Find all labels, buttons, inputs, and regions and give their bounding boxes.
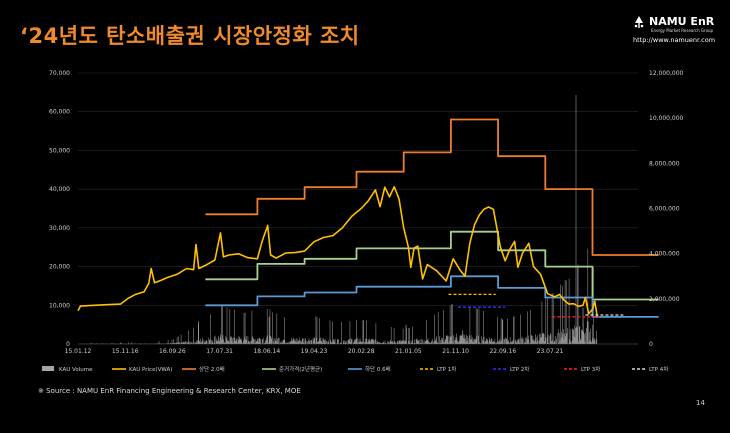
legend-label: 하단 0.6배 (365, 365, 391, 373)
legend-label: LTP 4차 (649, 365, 668, 373)
y-left-tick-label: 60,000 (49, 109, 70, 116)
legend-label: 준거가격(2년평균) (279, 365, 322, 373)
legend-item: KAU Price(VWA) (112, 367, 172, 373)
legend-label: KAU Volume (59, 367, 93, 373)
tree-icon (634, 15, 644, 28)
y-right-tick-label: 12,000,000 (649, 70, 684, 77)
legend: KAU Volume KAU Price(VWA) 상단 2.0배 준거가격(2년평균… (42, 365, 668, 373)
legend-item: KAU Volume (42, 366, 93, 373)
y-left-tick-label: 20,000 (49, 264, 70, 271)
y-right-tick-label: 2,000,000 (649, 296, 680, 303)
company-logo: NAMU EnR Energy Market Research Group ht… (633, 15, 723, 44)
grid (78, 72, 638, 345)
x-tick-label: 22.09.16 (489, 348, 516, 355)
y-left-tick-label: 10,000 (49, 302, 70, 309)
legend-item: LTP 3차 (564, 365, 600, 373)
y-right-tick-label: 8,000,000 (649, 160, 680, 167)
legend-item: LTP 2차 (493, 365, 529, 373)
series-1 (205, 118, 659, 256)
legend-item: LTP 4차 (632, 365, 668, 373)
legend-item: 상단 2.0배 (182, 365, 225, 373)
legend-label: 상단 2.0배 (199, 365, 225, 373)
y-right-tick-label: 0 (649, 341, 653, 348)
axes: 0 10,000 20,000 30,000 40,000 50,000 60,000 70,… (49, 70, 684, 355)
page-number: 14 (696, 399, 705, 407)
x-tick-label: 15.11.16 (112, 348, 139, 355)
x-tick-label: 19.04.23 (301, 348, 328, 355)
legend-label: LTP 3차 (581, 365, 600, 373)
legend-swatch (42, 366, 54, 371)
y-right-tick-label: 6,000,000 (649, 206, 680, 213)
legend-item: LTP 1차 (420, 365, 456, 373)
y-left-tick-label: 0 (66, 341, 70, 348)
x-tick-label: 21.01.05 (395, 348, 422, 355)
x-tick-label: 16.09.26 (159, 348, 186, 355)
x-tick-label: 21.11.10 (442, 348, 469, 355)
y-right-tick-label: 4,000,000 (649, 251, 680, 258)
legend-item: 준거가격(2년평균) (262, 365, 322, 373)
logo-url: http://www.namuenr.com (633, 36, 716, 44)
page-title: ‘24년도 탄소배출권 시장안정화 조치 (20, 24, 360, 48)
x-tick-label: 15.01.12 (65, 348, 92, 355)
series-lines (77, 118, 659, 318)
x-tick-label: 23.07.21 (537, 348, 564, 355)
legend-item: 하단 0.6배 (348, 365, 391, 373)
legend-label: KAU Price(VWA) (129, 367, 172, 373)
x-tick-label: 18.06.14 (253, 348, 280, 355)
logo-name: NAMU EnR (649, 15, 715, 28)
logo-subtitle: Energy Market Research Group (651, 28, 714, 33)
x-tick-label: 17.07.31 (206, 348, 233, 355)
y-left-tick-label: 30,000 (49, 225, 70, 232)
legend-label: LTP 1차 (437, 365, 456, 373)
y-left-tick-label: 40,000 (49, 186, 70, 193)
y-left-tick-label: 50,000 (49, 147, 70, 154)
y-right-tick-label: 10,000,000 (649, 115, 684, 122)
source-note: ※ Source : NAMU EnR Financing Engineerin… (38, 387, 301, 395)
y-left-tick-label: 70,000 (49, 70, 70, 77)
x-tick-label: 20.02.28 (348, 348, 375, 355)
series-2 (205, 230, 659, 301)
series-4 (77, 186, 598, 317)
legend-label: LTP 2차 (510, 365, 529, 373)
